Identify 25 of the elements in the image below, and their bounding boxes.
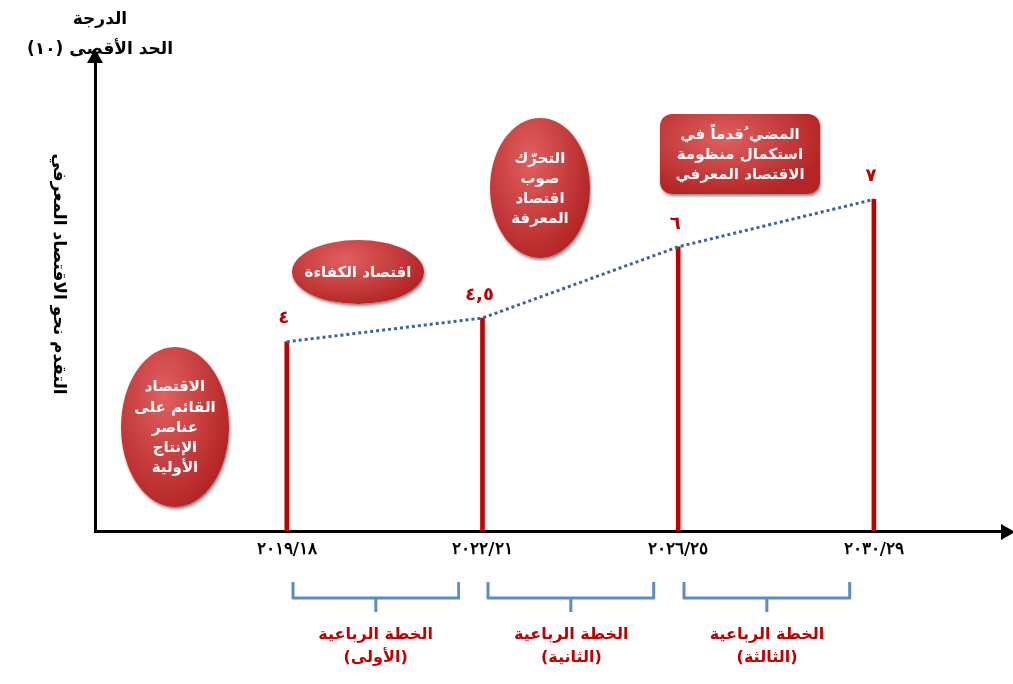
x-tick-label: ٢٠٣٠/٢٩	[843, 538, 904, 559]
text: الخطة الرباعية (الثالثة)	[708, 623, 826, 669]
bar	[284, 341, 290, 532]
data-label: ٦	[669, 211, 681, 233]
text: الخطة الرباعية (الثانية)	[513, 623, 630, 669]
data-label: ٤	[278, 306, 290, 328]
x-tick-label: ٢٠٢٢/٢١	[452, 538, 513, 559]
bar	[675, 246, 681, 532]
chart-title: الدرجة	[71, 8, 129, 28]
x-tick-label: ٢٠٢٦/٢٥	[648, 538, 709, 559]
chart-subtitle: الحد الأقصى (١٠)	[26, 38, 174, 58]
bar	[480, 317, 485, 532]
data-label: ٤,٥	[465, 282, 494, 304]
annotation: الاقتصاد القائم على عناصر الإنتاج الأولية	[133, 376, 217, 478]
oval-badge: الاقتصاد القائم على عناصر الإنتاج الأولية	[121, 347, 229, 507]
annotation: اقتصاد الكفاءة	[303, 261, 413, 283]
text: الخطة الرباعية (الأولى)	[317, 623, 434, 669]
oval-badge: اقتصاد الكفاءة	[292, 240, 424, 304]
rounded-badge: المضي ُقدماً في استكمال منظومة الاقتصاد المعرفي	[660, 114, 820, 194]
y-axis-title: التقدم نحو الاقتصاد المعرفي	[50, 152, 70, 397]
data-label: ٧	[865, 164, 877, 186]
x-tick-label: ٢٠١٩/١٨	[256, 538, 318, 559]
annotation: المضي ُقدماً في استكمال منظومة الاقتصاد المعرفي	[674, 123, 806, 185]
annotation: التحرّك صوب اقتصاد المعرفة	[510, 147, 570, 229]
oval-badge: التحرّك صوب اقتصاد المعرفة	[490, 118, 590, 258]
